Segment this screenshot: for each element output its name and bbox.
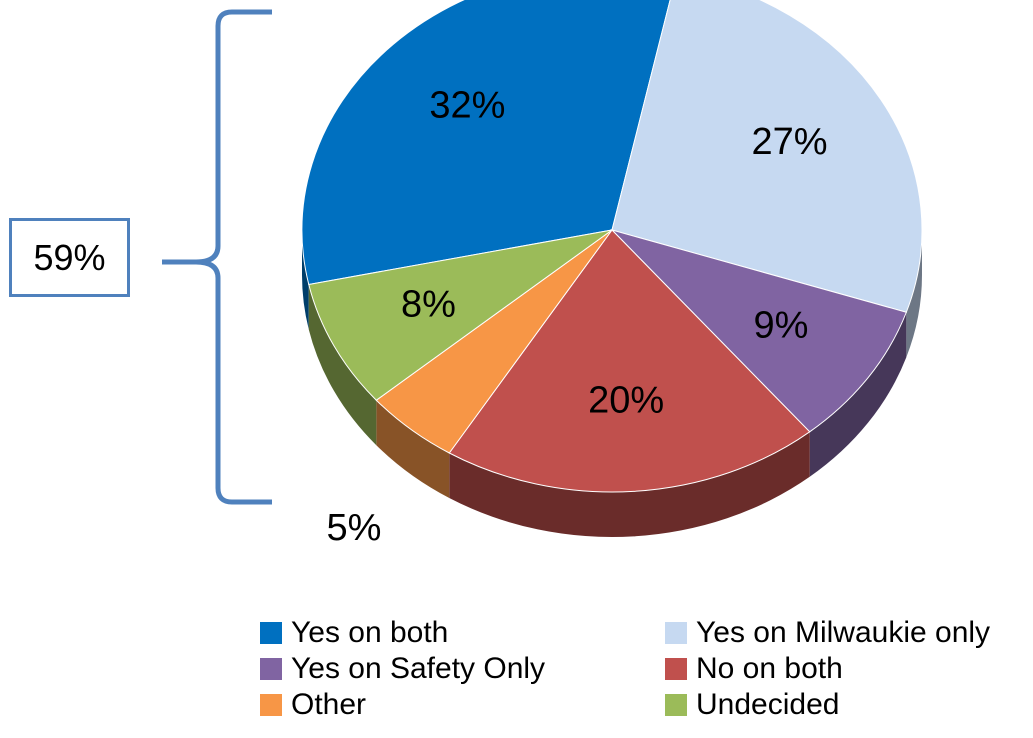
- legend-item-other: Other: [260, 690, 366, 720]
- data-label-undecided: 8%: [401, 284, 456, 326]
- data-label-other: 5%: [326, 507, 381, 549]
- legend-item-yes-on-milwaukie-only: Yes on Milwaukie only: [665, 618, 990, 648]
- legend-item-undecided: Undecided: [665, 690, 839, 720]
- pie-slice-yes-on-both: [301, 0, 671, 286]
- legend-swatch: [260, 694, 282, 716]
- legend-item-yes-on-both: Yes on both: [260, 618, 448, 648]
- legend-item-yes-on-safety-only: Yes on Safety Only: [260, 654, 545, 684]
- legend-label: No on both: [696, 652, 843, 685]
- legend-label: Undecided: [696, 688, 840, 721]
- pie-side-walls: [302, 230, 923, 537]
- legend-item-no-on-both: No on both: [665, 654, 843, 684]
- legend-swatch: [260, 658, 282, 680]
- data-label-yes-on-both: 32%: [429, 85, 505, 127]
- legend-swatch: [665, 658, 687, 680]
- pie-slice-no-on-both: [448, 229, 811, 493]
- pie-slice-yes-on-safety-only: [610, 229, 907, 433]
- legend-label: Other: [291, 688, 367, 721]
- bracket-total-value: 59%: [33, 236, 106, 278]
- pie-side-yes-on-both: [302, 230, 309, 330]
- pie-side-yes-on-safety-only: [809, 312, 907, 477]
- legend-label: Yes on Milwaukie only: [696, 616, 991, 649]
- pie-slice-yes-on-milwaukie-only: [611, 0, 923, 313]
- pie-side-other: [376, 400, 450, 499]
- legend-swatch: [665, 694, 687, 716]
- data-label-yes-on-safety-only: 9%: [753, 305, 808, 347]
- legend-label: Yes on both: [291, 616, 449, 649]
- bracket-total-label: 59%: [9, 218, 130, 297]
- legend-swatch: [260, 622, 282, 644]
- data-label-yes-on-milwaukie-only: 27%: [751, 121, 827, 163]
- pie-side-yes-on-milwaukie-only: [906, 230, 923, 358]
- pie-side-no-on-both: [449, 431, 810, 537]
- legend-label: Yes on Safety Only: [291, 652, 546, 685]
- legend-swatch: [665, 622, 687, 644]
- bracket-brace: [162, 9, 272, 505]
- pie-slice-undecided: [308, 229, 613, 401]
- data-label-no-on-both: 20%: [588, 380, 664, 422]
- pie-side-undecided: [308, 284, 377, 446]
